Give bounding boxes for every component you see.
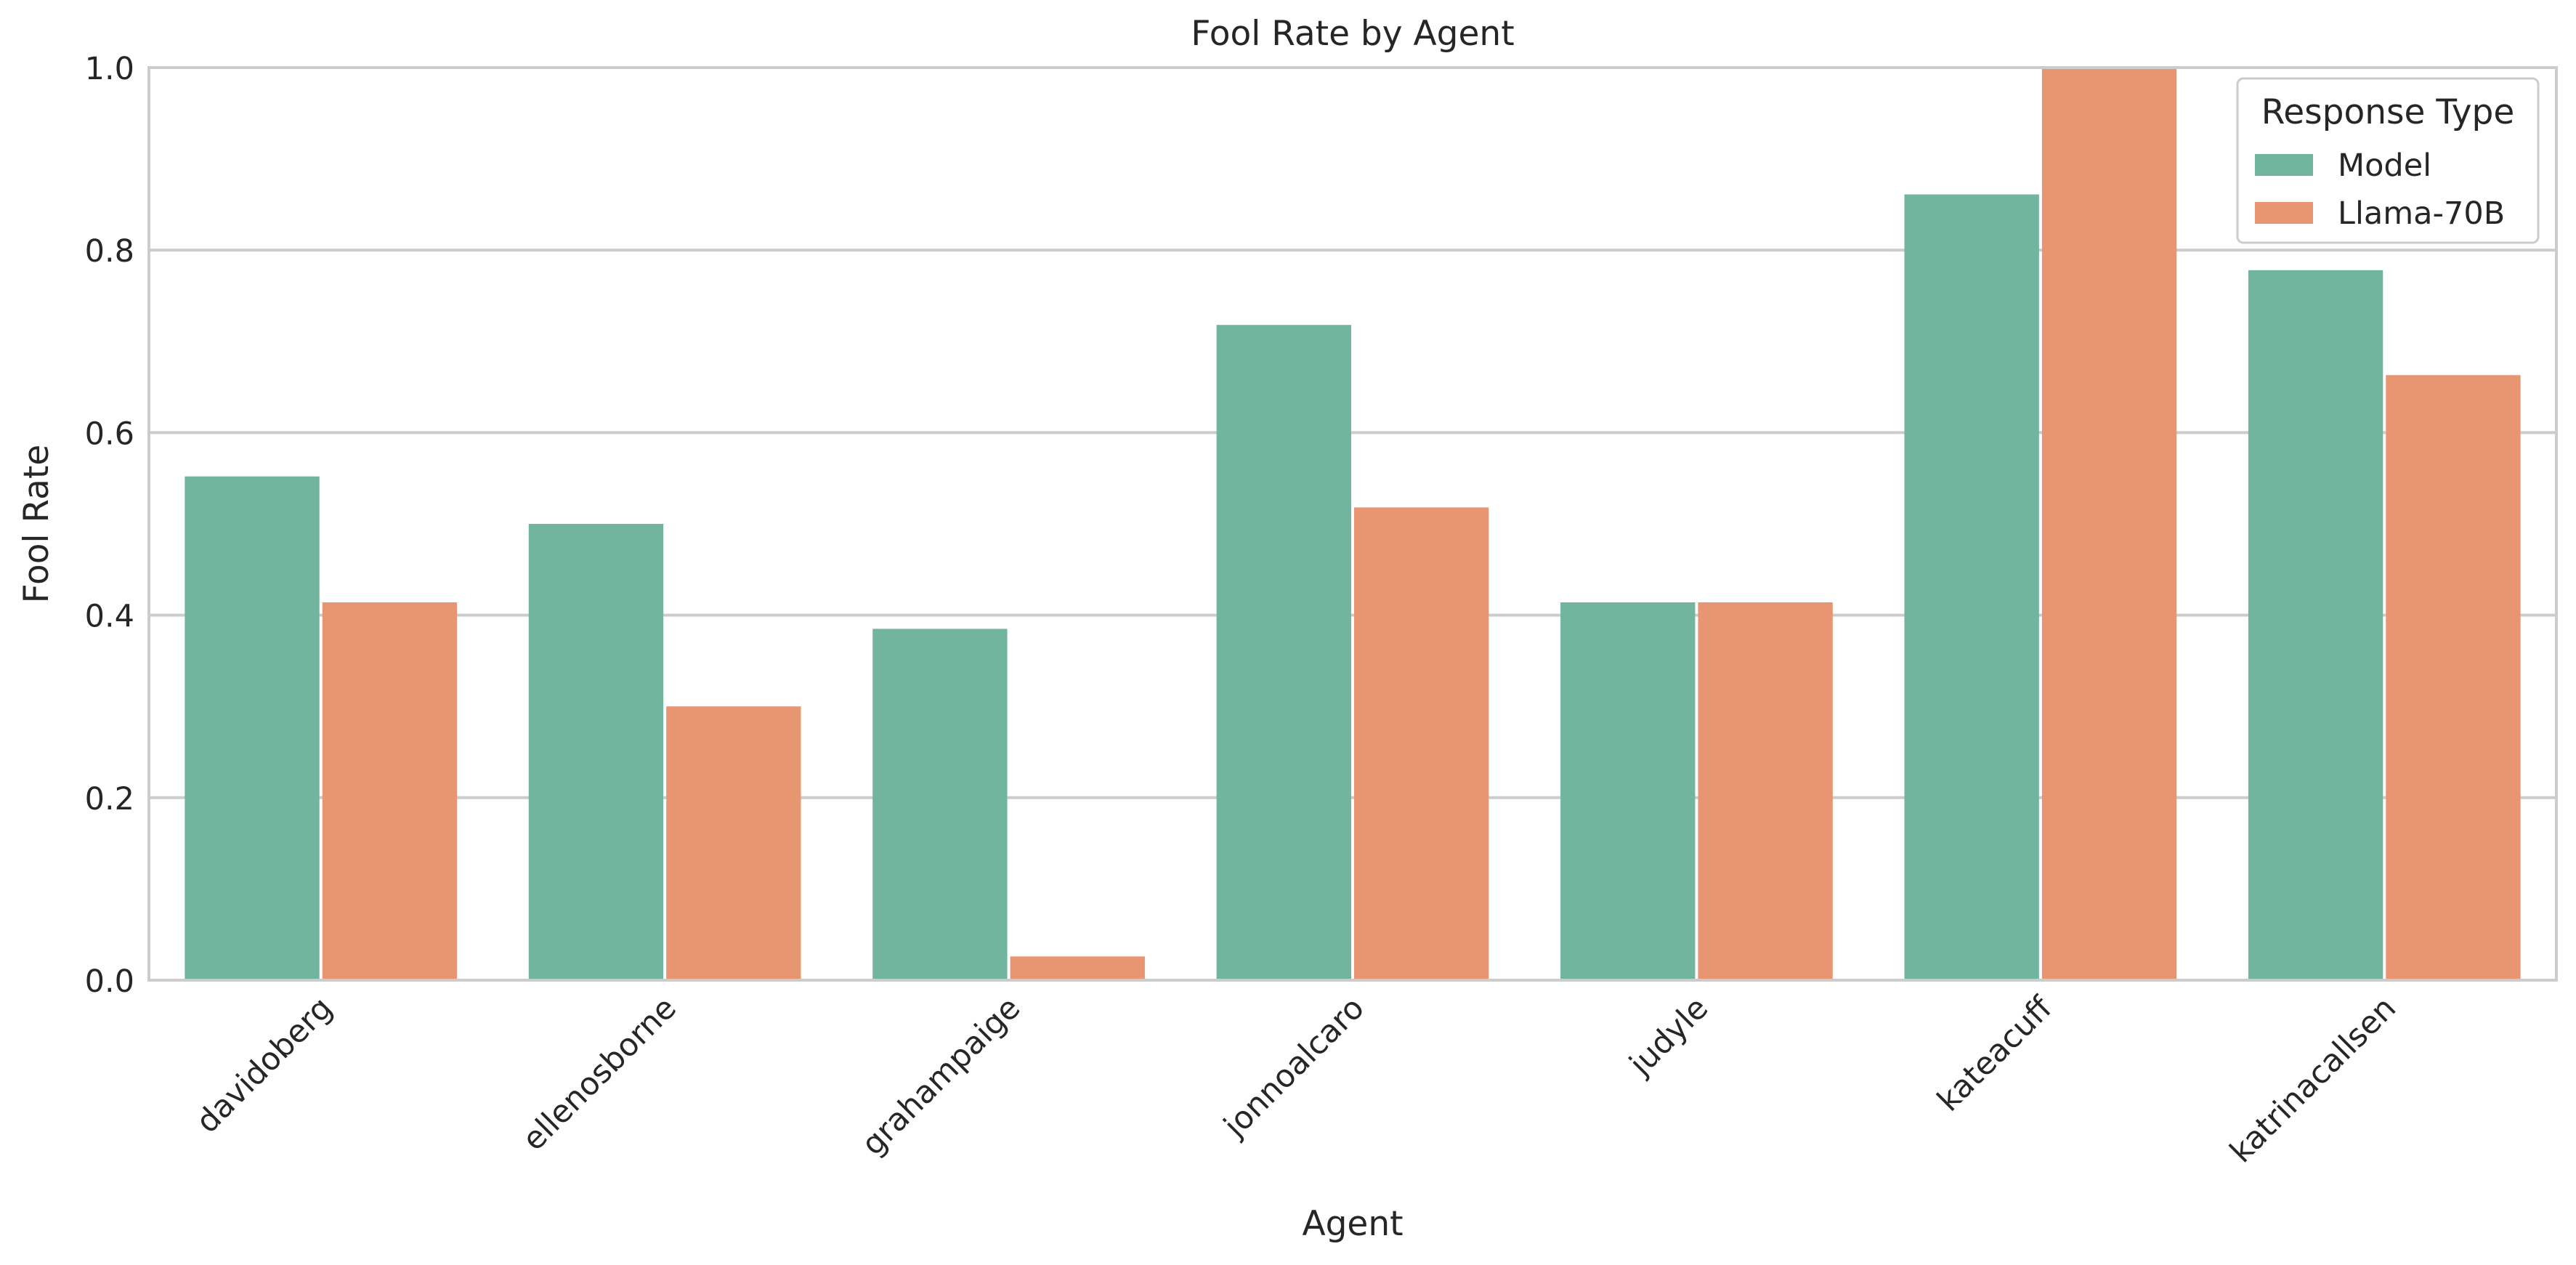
legend-label: Model bbox=[2338, 147, 2431, 184]
legend-box bbox=[2236, 77, 2540, 244]
bar-ellenosborne-model bbox=[528, 524, 664, 980]
bar-davidoberg-model bbox=[185, 476, 320, 980]
legend-items: Model Llama-70B bbox=[2255, 147, 2505, 232]
bar-kateacuff-model bbox=[1904, 194, 2039, 981]
legend-title: Response Type bbox=[2261, 92, 2515, 132]
bar-jonnoalcaro-model bbox=[1216, 325, 1351, 980]
bar-grahampaige-llama-70b bbox=[1010, 956, 1145, 980]
bar-grahampaige-model bbox=[872, 629, 1008, 980]
x-axis-label: Agent bbox=[1302, 1204, 1403, 1244]
bar-ellenosborne-llama-70b bbox=[666, 706, 801, 980]
x-tick-label: judyle bbox=[1622, 990, 1715, 1083]
bar-judyle-model bbox=[1560, 602, 1696, 980]
y-tick-labels: 0.0 0.2 0.4 0.6 0.8 1.0 bbox=[85, 51, 134, 1000]
x-tick-label: katrinacallsen bbox=[2223, 990, 2403, 1170]
x-tick-label: grahampaige bbox=[855, 990, 1028, 1163]
y-tick-label: 1.0 bbox=[85, 51, 134, 87]
bar-davidoberg-llama-70b bbox=[322, 602, 458, 980]
bar-kateacuff-llama-70b bbox=[2041, 68, 2177, 980]
y-tick-label: 0.4 bbox=[85, 599, 134, 635]
x-tick-label: davidoberg bbox=[190, 990, 340, 1140]
bar-judyle-llama-70b bbox=[1698, 602, 1833, 980]
legend-swatch-model bbox=[2255, 154, 2313, 176]
plot-frame bbox=[147, 66, 2558, 982]
bars-layer bbox=[185, 68, 2521, 981]
bar-katrinacallsen-model bbox=[2248, 270, 2383, 980]
chart-title: Fool Rate by Agent bbox=[1191, 14, 1514, 54]
y-tick-label: 0.8 bbox=[85, 233, 134, 270]
legend-label: Llama-70B bbox=[2338, 195, 2505, 232]
y-tick-label: 0.0 bbox=[85, 963, 134, 1000]
y-tick-label: 0.6 bbox=[85, 416, 134, 452]
x-tick-label: kateacuff bbox=[1930, 989, 2059, 1118]
x-tick-label: jonnoalcaro bbox=[1217, 990, 1372, 1144]
y-axis-label: Fool Rate bbox=[17, 445, 57, 604]
x-tick-label: ellenosborne bbox=[516, 990, 684, 1157]
x-tick-labels: davidoberg ellenosborne grahampaige jonnoal… bbox=[190, 989, 2403, 1170]
y-tick-label: 0.2 bbox=[85, 781, 134, 817]
legend: Response Type Model Llama-70B bbox=[2236, 77, 2540, 244]
grid-layer bbox=[149, 66, 2556, 982]
bar-jonnoalcaro-llama-70b bbox=[1354, 507, 1489, 980]
legend-swatch-llama-70b bbox=[2255, 202, 2313, 224]
bar-katrinacallsen-llama-70b bbox=[2386, 375, 2521, 980]
